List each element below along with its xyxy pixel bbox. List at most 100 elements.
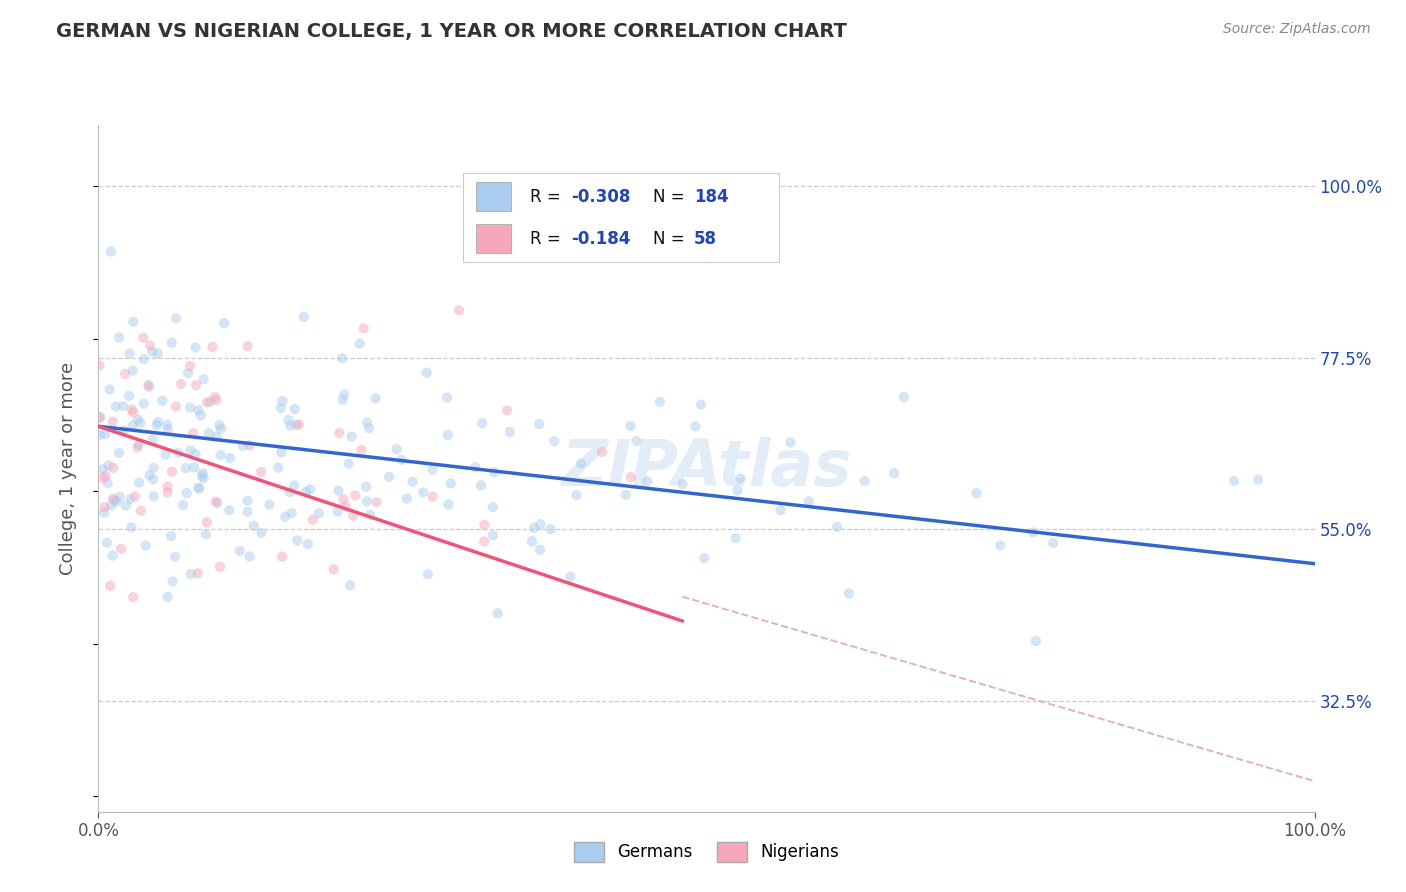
Point: [471, 417, 494, 431]
Point: [1022, 525, 1045, 540]
Point: [165, 549, 187, 564]
Point: [142, 460, 165, 475]
Point: [156, 417, 179, 432]
Point: [132, 331, 155, 345]
Point: [120, 491, 142, 506]
Point: [389, 452, 412, 467]
Point: [724, 531, 747, 545]
Point: [671, 477, 693, 491]
Point: [108, 446, 131, 460]
Point: [201, 340, 224, 354]
Point: [339, 578, 361, 592]
Point: [180, 443, 202, 458]
Point: [769, 503, 792, 517]
Text: 58: 58: [695, 229, 717, 248]
Point: [121, 363, 143, 377]
Point: [436, 391, 458, 405]
Point: [280, 418, 302, 433]
Point: [236, 505, 259, 519]
Point: [139, 338, 162, 352]
Point: [97, 476, 120, 491]
Point: [142, 433, 165, 447]
Point: [335, 500, 357, 514]
Point: [96, 535, 118, 549]
Point: [108, 331, 131, 345]
Point: [176, 486, 198, 500]
Point: [238, 438, 260, 452]
Text: ZIPAtlas: ZIPAtlas: [561, 437, 852, 500]
Point: [156, 485, 179, 500]
Point: [100, 244, 122, 259]
Point: [470, 478, 492, 492]
Point: [280, 506, 302, 520]
Point: [648, 395, 671, 409]
Point: [270, 445, 292, 459]
Point: [160, 465, 183, 479]
Point: [205, 496, 228, 510]
Point: [191, 467, 214, 481]
Point: [101, 491, 124, 506]
Point: [527, 417, 550, 431]
Point: [295, 484, 318, 499]
Point: [328, 426, 350, 441]
Point: [94, 427, 117, 442]
Point: [146, 418, 169, 433]
Point: [569, 457, 592, 471]
Point: [727, 483, 749, 498]
Point: [174, 461, 197, 475]
Point: [486, 607, 509, 621]
Point: [437, 497, 460, 511]
Legend: Germans, Nigerians: Germans, Nigerians: [567, 835, 846, 869]
Point: [883, 467, 905, 481]
Point: [132, 396, 155, 410]
Point: [124, 490, 146, 504]
Point: [496, 403, 519, 417]
Point: [472, 534, 495, 549]
Point: [118, 346, 141, 360]
Point: [186, 378, 208, 392]
Point: [322, 562, 344, 576]
Point: [209, 559, 232, 574]
Point: [308, 506, 330, 520]
Point: [205, 392, 228, 407]
Point: [287, 533, 309, 548]
Point: [284, 402, 307, 417]
Point: [150, 393, 173, 408]
Point: [194, 527, 217, 541]
Point: [267, 460, 290, 475]
Point: [250, 465, 273, 479]
Point: [1025, 634, 1047, 648]
Point: [132, 352, 155, 367]
Text: N =: N =: [652, 229, 690, 248]
Point: [274, 509, 297, 524]
Point: [292, 310, 315, 324]
Point: [100, 499, 122, 513]
Point: [205, 430, 228, 444]
Point: [184, 340, 207, 354]
Point: [191, 469, 214, 483]
Point: [193, 471, 215, 485]
Point: [180, 567, 202, 582]
Point: [436, 428, 458, 442]
Point: [447, 303, 470, 318]
Point: [412, 485, 434, 500]
Point: [270, 401, 292, 415]
Point: [499, 425, 522, 439]
Point: [1223, 474, 1246, 488]
Point: [165, 311, 187, 326]
Point: [366, 495, 388, 509]
Point: [108, 490, 131, 504]
Point: [167, 446, 190, 460]
Point: [464, 460, 486, 475]
Point: [626, 434, 648, 449]
Point: [89, 428, 111, 442]
Point: [395, 491, 418, 506]
Point: [138, 380, 160, 394]
Point: [1247, 473, 1270, 487]
Point: [97, 458, 120, 473]
Point: [966, 486, 988, 500]
Point: [730, 472, 752, 486]
Point: [160, 529, 183, 543]
Point: [103, 461, 125, 475]
Point: [350, 442, 373, 457]
